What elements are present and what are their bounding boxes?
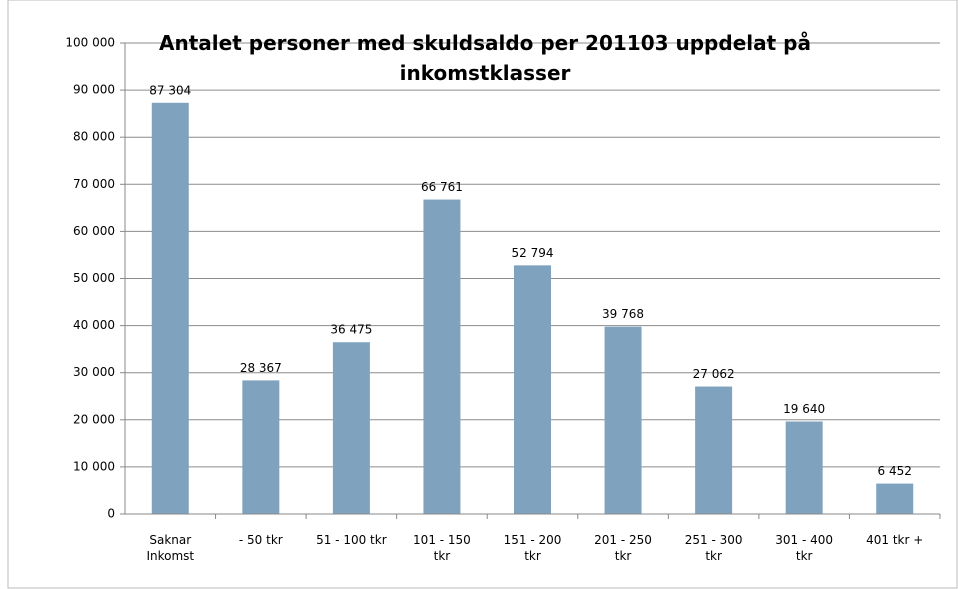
y-tick-label: 60 000 — [73, 224, 115, 238]
y-tick-label: 10 000 — [73, 459, 115, 473]
x-tick-label: 401 tkr + — [866, 533, 924, 547]
x-tick-label-box: 51 - 100 tkr — [316, 533, 387, 547]
x-tick-label: 101 - 150 tkr — [413, 533, 471, 563]
data-label: 52 794 — [512, 246, 554, 260]
bar — [332, 342, 370, 514]
chart-title: Antalet personer med skuldsaldo per 2011… — [159, 31, 811, 85]
bar — [876, 483, 914, 514]
x-tick-label-box: 301 - 400 tkr — [775, 533, 834, 563]
x-tick-label-box: - 50 tkr — [238, 533, 283, 547]
y-tick-label: 0 — [107, 507, 115, 521]
y-tick-label: 100 000 — [65, 36, 115, 50]
bar — [695, 386, 733, 514]
x-tick-label: Saknar Inkomst — [146, 533, 195, 563]
chart-frame — [7, 0, 958, 589]
x-tick-label: - 50 tkr — [238, 533, 283, 547]
x-tick-label: 251 - 300 tkr — [684, 533, 743, 563]
x-tick-label: 151 - 200 tkr — [503, 533, 562, 563]
y-tick-label: 90 000 — [73, 83, 115, 97]
data-label: 28 367 — [240, 361, 282, 375]
x-tick-label-box: 101 - 150 tkr — [413, 533, 471, 563]
x-tick-label-box: 151 - 200 tkr — [503, 533, 562, 563]
x-tick-label-box: 251 - 300 tkr — [684, 533, 743, 563]
bar — [242, 380, 280, 514]
y-tick-label: 70 000 — [73, 177, 115, 191]
x-tick-label-box: 201 - 250 tkr — [594, 533, 652, 563]
bar — [423, 199, 461, 514]
x-tick-label: 301 - 400 tkr — [775, 533, 834, 563]
y-tick-label: 80 000 — [73, 130, 115, 144]
x-tick-label: 51 - 100 tkr — [316, 533, 387, 547]
x-tick-label-box: 401 tkr + — [866, 533, 924, 547]
data-label: 19 640 — [783, 402, 825, 416]
bar — [604, 326, 642, 514]
y-tick-label: 30 000 — [73, 365, 115, 379]
y-tick-label: 40 000 — [73, 318, 115, 332]
data-label: 6 452 — [878, 464, 912, 478]
bar — [514, 265, 551, 514]
y-tick-label: 20 000 — [73, 412, 115, 426]
bar — [785, 421, 823, 514]
x-tick-label: 201 - 250 tkr — [594, 533, 652, 563]
data-label: 87 304 — [149, 83, 191, 97]
data-label: 39 768 — [602, 307, 644, 321]
data-label: 66 761 — [421, 180, 463, 194]
x-tick-label-box: Saknar Inkomst — [146, 533, 195, 563]
y-tick-label: 50 000 — [73, 271, 115, 285]
bar — [151, 102, 189, 514]
data-label: 27 062 — [693, 367, 735, 381]
data-label: 36 475 — [330, 323, 372, 337]
chart-title-box: Antalet personer med skuldsaldo per 2011… — [159, 31, 811, 85]
